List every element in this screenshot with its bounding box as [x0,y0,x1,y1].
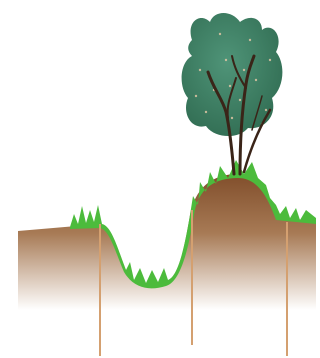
page [0,0,320,358]
illustration [0,0,316,358]
